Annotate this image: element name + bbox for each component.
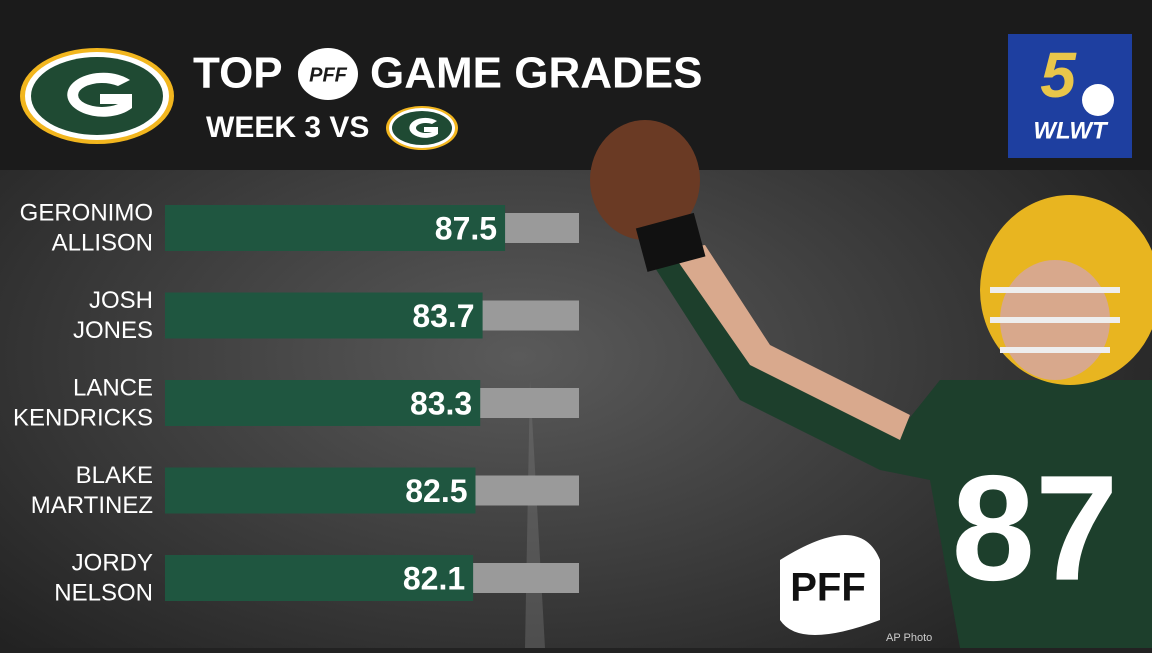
category-label: NELSON: [54, 579, 153, 606]
station-logo: 5 WLWT: [1008, 34, 1132, 158]
category-label: JONES: [73, 317, 153, 344]
photo-credit: AP Photo: [886, 632, 932, 644]
value-label: 82.5: [405, 473, 467, 509]
subtitle: WEEK 3 VS: [206, 111, 369, 144]
title-top: TOP: [193, 49, 283, 98]
value-label: 82.1: [403, 560, 465, 596]
value-label: 83.3: [410, 385, 472, 421]
bar: [165, 555, 474, 601]
category-label: ALLISON: [52, 229, 153, 256]
brand-text: PFF: [790, 566, 866, 610]
value-label: 87.5: [435, 210, 497, 246]
category-label: JOSH: [89, 287, 153, 314]
title-logo-text: PFF: [309, 64, 348, 86]
bar: [165, 380, 481, 426]
header-band: [0, 0, 1152, 170]
category-label: KENDRICKS: [13, 404, 153, 431]
bar: [165, 205, 506, 251]
team-logo-small: [386, 106, 458, 150]
title-rest: GAME GRADES: [370, 49, 702, 98]
svg-text:87: 87: [952, 444, 1119, 612]
value-label: 83.7: [412, 298, 474, 334]
category-label: BLAKE: [76, 462, 153, 489]
player-photo: 87: [590, 120, 1152, 648]
brand-logo: PFF: [780, 535, 880, 635]
category-label: GERONIMO: [20, 199, 153, 226]
category-label: LANCE: [73, 374, 153, 401]
title-logo: PFF: [298, 48, 358, 100]
category-label: JORDY: [72, 549, 153, 576]
station-number: 5: [1040, 39, 1077, 111]
station-call: WLWT: [1033, 117, 1109, 144]
category-label: MARTINEZ: [31, 492, 153, 519]
bar: [165, 467, 476, 514]
bar: [165, 292, 483, 339]
team-logo: [20, 48, 174, 144]
